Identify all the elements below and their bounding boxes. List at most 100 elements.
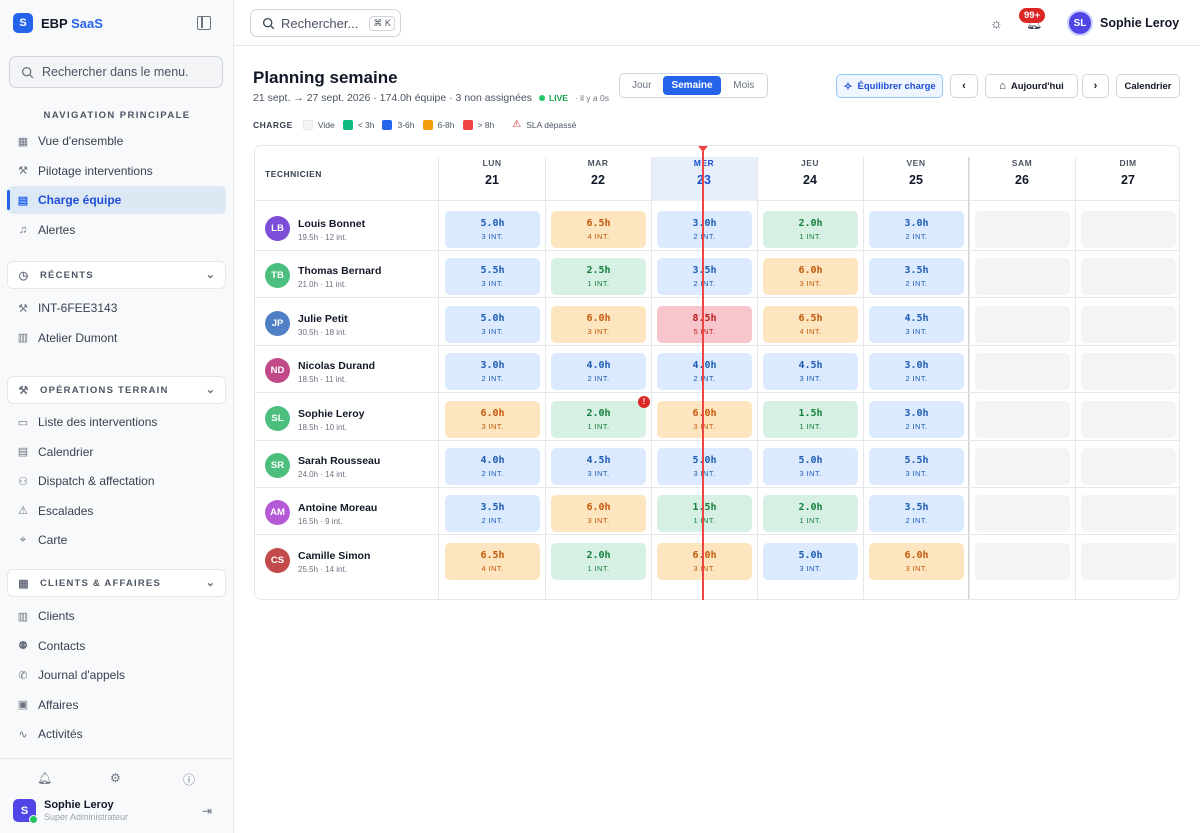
schedule-cell[interactable]: 3.5h 2 INT. bbox=[869, 258, 964, 296]
schedule-cell[interactable] bbox=[1081, 400, 1176, 438]
schedule-cell[interactable]: 6.0h 3 INT. bbox=[763, 258, 858, 296]
global-search-input[interactable]: Rechercher... ⌘ K bbox=[250, 9, 401, 37]
technician-name[interactable]: Camille Simon bbox=[298, 549, 371, 562]
today-button[interactable]: ⌂ Aujourd'hui bbox=[985, 74, 1078, 98]
schedule-cell[interactable]: 6.0h 3 INT. bbox=[657, 400, 752, 438]
schedule-cell[interactable]: 6.5h 4 INT. bbox=[763, 305, 858, 343]
logout-icon[interactable]: ⇥ bbox=[202, 804, 213, 818]
ops-group-header[interactable]: ⚒ OPÉRATIONS TERRAIN ⌄ bbox=[7, 376, 226, 404]
technician-name[interactable]: Thomas Bernard bbox=[298, 265, 382, 278]
sidebar-item-journal-d-appels[interactable]: ✆ Journal d'appels bbox=[7, 661, 226, 689]
schedule-cell[interactable]: 4.0h 2 INT. bbox=[445, 448, 540, 485]
help-icon[interactable]: ⓘ bbox=[183, 773, 196, 787]
schedule-cell[interactable] bbox=[975, 542, 1070, 580]
user-menu[interactable]: Sophie Leroy bbox=[1100, 16, 1180, 30]
schedule-cell[interactable] bbox=[975, 495, 1070, 533]
schedule-cell[interactable]: 3.0h 2 INT. bbox=[657, 211, 752, 248]
schedule-cell[interactable] bbox=[975, 448, 1070, 485]
schedule-cell[interactable]: 3.0h 2 INT. bbox=[869, 353, 964, 391]
schedule-cell[interactable] bbox=[1081, 211, 1176, 248]
day-header-lun[interactable]: LUN 21 bbox=[439, 158, 545, 213]
schedule-cell[interactable]: 1.5h 1 INT. bbox=[763, 400, 858, 438]
sla-alert-icon[interactable]: ! bbox=[638, 395, 650, 408]
schedule-cell[interactable]: 3.5h 2 INT. bbox=[657, 258, 752, 296]
schedule-cell[interactable]: 4.0h 2 INT. bbox=[551, 353, 646, 391]
sidebar-collapse-icon[interactable] bbox=[197, 16, 211, 30]
schedule-cell[interactable]: 5.0h 3 INT. bbox=[657, 448, 752, 485]
schedule-cell[interactable]: 5.0h 3 INT. bbox=[763, 542, 858, 580]
sidebar-item-dispatch-affectation[interactable]: ⚇ Dispatch & affectation bbox=[7, 467, 226, 495]
clients-group-header[interactable]: ▦ CLIENTS & AFFAIRES ⌄ bbox=[7, 569, 226, 597]
sidebar-item-activites[interactable]: ∿ Activités bbox=[7, 720, 226, 748]
sidebar-item-contacts[interactable]: ⚉ Contacts bbox=[7, 632, 226, 660]
day-header-mar[interactable]: MAR 22 bbox=[545, 158, 651, 213]
sidebar-item-calendrier[interactable]: ▤ Calendrier bbox=[7, 438, 226, 466]
day-header-ven[interactable]: VEN 25 bbox=[863, 158, 969, 213]
sidebar-item-alertes[interactable]: ♫ Alertes bbox=[7, 216, 226, 244]
schedule-cell[interactable]: 5.0h 3 INT. bbox=[445, 305, 540, 343]
menu-search-input[interactable]: Rechercher dans le menu. bbox=[9, 56, 223, 88]
schedule-cell[interactable] bbox=[1081, 353, 1176, 391]
schedule-cell[interactable]: 4.5h 3 INT. bbox=[763, 353, 858, 391]
prev-week-button[interactable]: ‹ bbox=[950, 74, 978, 98]
brand[interactable]: S EBP SaaS bbox=[13, 13, 103, 33]
view-day-button[interactable]: Jour bbox=[631, 80, 652, 91]
technician-name[interactable]: Antoine Moreau bbox=[298, 502, 378, 515]
schedule-cell[interactable]: 6.0h 3 INT. bbox=[869, 542, 964, 580]
schedule-cell[interactable]: 8.5h 5 INT. bbox=[657, 305, 752, 343]
next-week-button[interactable]: › bbox=[1082, 74, 1109, 98]
schedule-cell[interactable]: 3.0h 2 INT. bbox=[869, 400, 964, 438]
sidebar-item-atelier-dumont[interactable]: ▥ Atelier Dumont bbox=[7, 324, 226, 352]
technician-name[interactable]: Nicolas Durand bbox=[298, 360, 376, 373]
day-header-jeu[interactable]: JEU 24 bbox=[757, 158, 863, 213]
schedule-cell[interactable] bbox=[975, 305, 1070, 343]
schedule-cell[interactable]: 1.5h 1 INT. bbox=[657, 495, 752, 533]
schedule-cell[interactable] bbox=[975, 400, 1070, 438]
sidebar-item-liste-des-interventions[interactable]: ▭ Liste des interventions bbox=[7, 408, 226, 436]
schedule-cell[interactable]: 3.5h 2 INT. bbox=[869, 495, 964, 533]
sidebar-item-escalades[interactable]: ⚠ Escalades bbox=[7, 497, 226, 525]
schedule-cell[interactable]: 2.5h 1 INT. bbox=[551, 258, 646, 296]
recents-group-header[interactable]: ◷ RÉCENTS ⌄ bbox=[7, 261, 226, 289]
schedule-cell[interactable] bbox=[1081, 448, 1176, 485]
schedule-cell[interactable]: 2.0h 1 INT. bbox=[763, 211, 858, 248]
schedule-cell[interactable] bbox=[1081, 542, 1176, 580]
schedule-cell[interactable]: 2.0h 1 INT. bbox=[551, 542, 646, 580]
sidebar-item-clients[interactable]: ▥ Clients bbox=[7, 602, 226, 630]
schedule-cell[interactable]: 4.5h 3 INT. bbox=[551, 448, 646, 485]
schedule-cell[interactable]: 5.0h 3 INT. bbox=[763, 448, 858, 485]
schedule-cell[interactable]: 5.0h 3 INT. bbox=[445, 211, 540, 248]
schedule-cell[interactable] bbox=[975, 258, 1070, 296]
schedule-cell[interactable] bbox=[975, 211, 1070, 248]
schedule-cell[interactable] bbox=[975, 353, 1070, 391]
technician-name[interactable]: Louis Bonnet bbox=[298, 218, 366, 230]
schedule-cell[interactable]: 6.0h 3 INT. bbox=[657, 542, 752, 580]
schedule-cell[interactable]: 4.5h 3 INT. bbox=[869, 305, 964, 343]
sidebar-item-vue-d-ensemble[interactable]: ▦ Vue d'ensemble bbox=[7, 127, 226, 155]
schedule-cell[interactable]: 3.0h 2 INT. bbox=[869, 211, 964, 248]
avatar[interactable]: SL bbox=[1067, 10, 1093, 36]
balance-load-button[interactable]: ✧ Équilibrer charge bbox=[836, 74, 943, 98]
day-header-sam[interactable]: SAM 26 bbox=[969, 158, 1075, 213]
technician-name[interactable]: Sarah Rousseau bbox=[298, 455, 381, 467]
schedule-cell[interactable]: 6.0h 3 INT. bbox=[551, 305, 646, 343]
technician-name[interactable]: Sophie Leroy bbox=[298, 407, 365, 420]
schedule-cell[interactable] bbox=[1081, 258, 1176, 296]
sidebar-item-carte[interactable]: ⌖ Carte bbox=[7, 526, 226, 554]
sidebar-item-int-6fee3143[interactable]: ⚒ INT-6FEE3143 bbox=[7, 294, 226, 322]
bell-icon[interactable]: 🔔︎ bbox=[37, 771, 53, 785]
sidebar-item-pilotage-interventions[interactable]: ⚒ Pilotage interventions bbox=[7, 157, 226, 185]
sidebar-item-charge-equipe[interactable]: ▤ Charge équipe bbox=[7, 186, 226, 215]
gear-icon[interactable]: ⚙ bbox=[110, 771, 121, 785]
schedule-cell[interactable]: 4.0h 2 INT. bbox=[657, 353, 752, 391]
technician-name[interactable]: Julie Petit bbox=[298, 312, 348, 325]
schedule-cell[interactable] bbox=[1081, 495, 1176, 533]
calendar-button[interactable]: Calendrier bbox=[1116, 74, 1180, 98]
schedule-cell[interactable]: 6.0h 3 INT. bbox=[551, 495, 646, 533]
schedule-cell[interactable] bbox=[1081, 305, 1176, 343]
schedule-cell[interactable]: 3.0h 2 INT. bbox=[445, 353, 540, 391]
schedule-cell[interactable]: 2.0h 1 INT. bbox=[763, 495, 858, 533]
day-header-dim[interactable]: DIM 27 bbox=[1075, 158, 1179, 213]
schedule-cell[interactable]: 5.5h 3 INT. bbox=[445, 258, 540, 296]
view-month-button[interactable]: Mois bbox=[733, 80, 755, 91]
